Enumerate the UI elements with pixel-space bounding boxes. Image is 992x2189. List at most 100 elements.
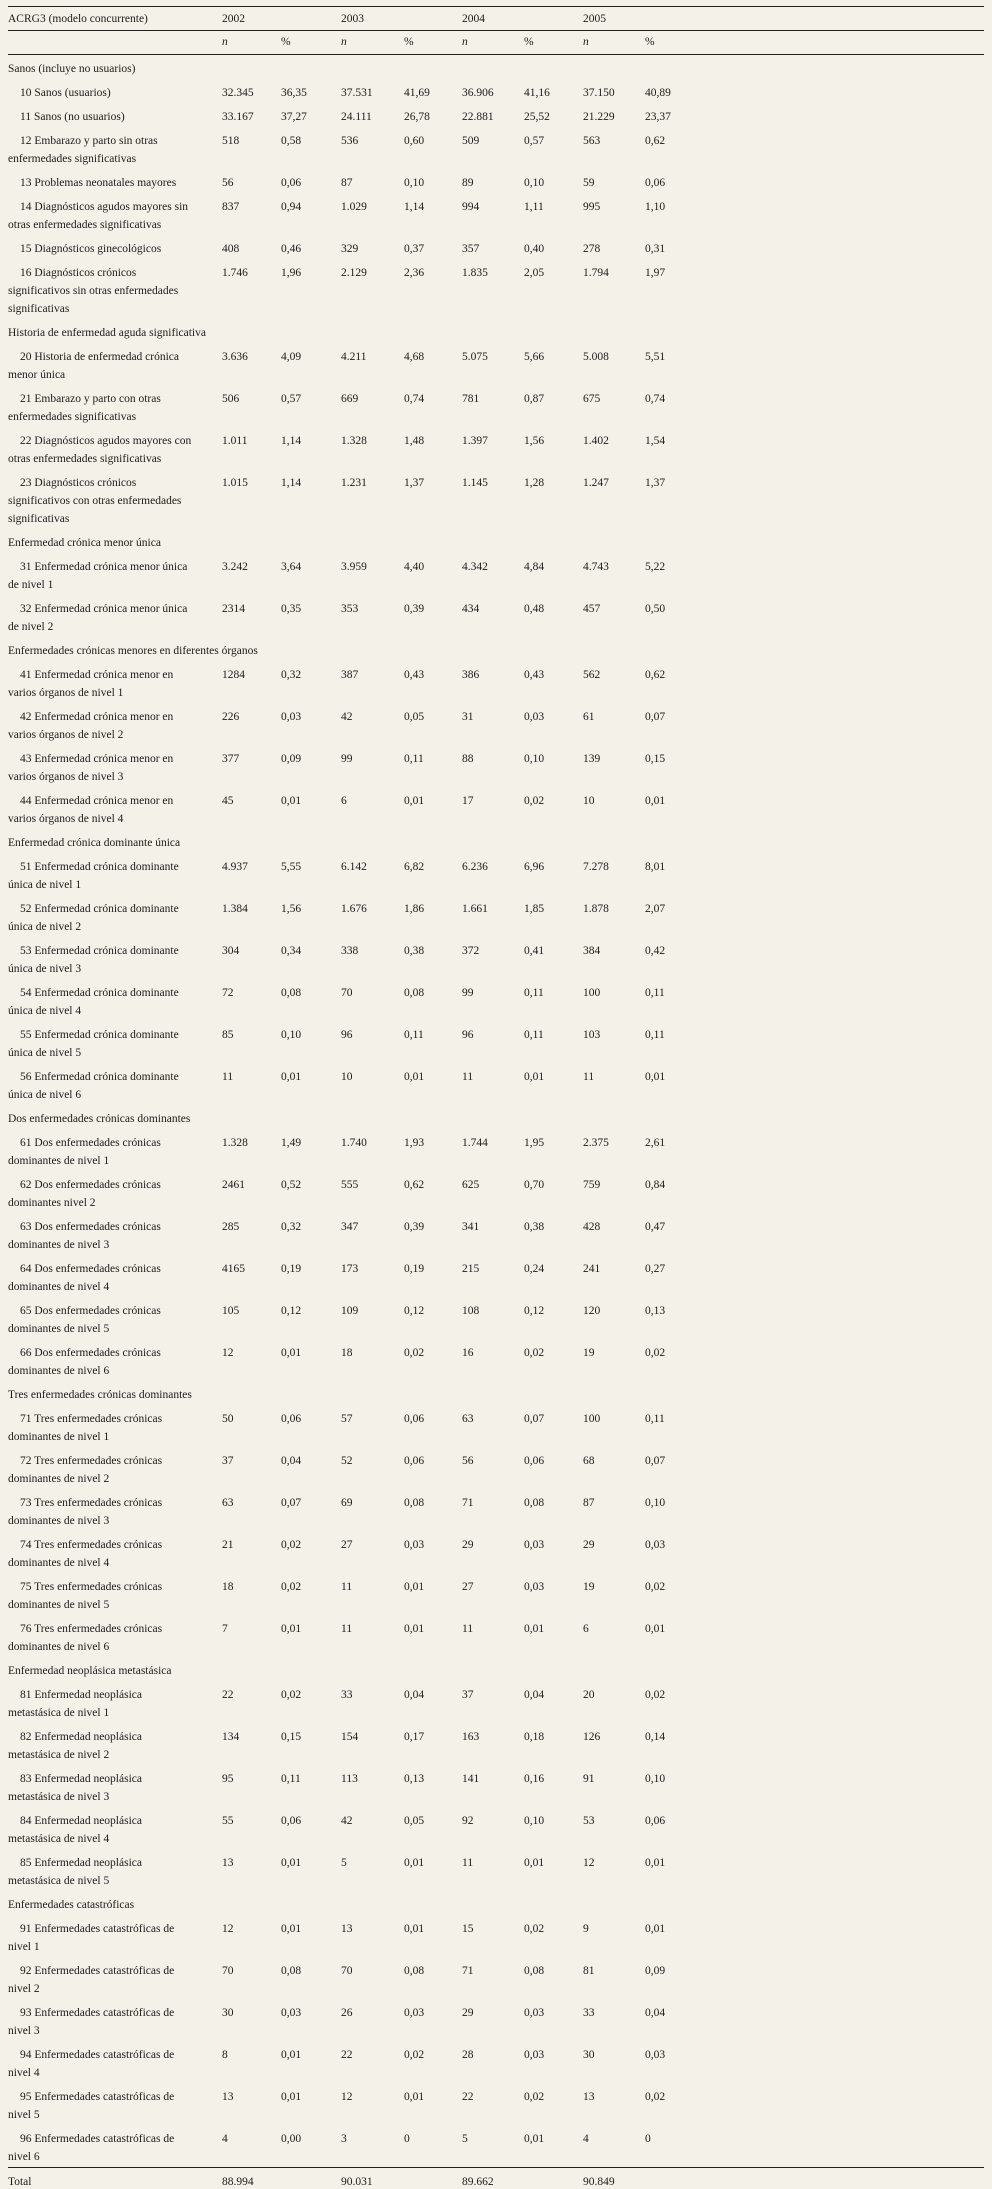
cell-value: 0,38	[404, 945, 425, 957]
row-label: 21 Embarazo y parto con otras enfermedad…	[8, 393, 161, 423]
cell-value: 6	[583, 1623, 589, 1635]
cell-value: 0,42	[645, 945, 666, 957]
cell-value: 0	[404, 2133, 410, 2145]
cell-value: 1.015	[222, 477, 248, 489]
cell-value: 0,35	[281, 603, 302, 615]
table-row: 14 Diagnósticos agudos mayores sin otras…	[8, 193, 984, 235]
subheader-n: n	[222, 30, 281, 55]
section-row: Enfermedad crónica menor única	[8, 529, 984, 553]
cell-value: 56	[462, 1455, 474, 1467]
cell-value: 0,03	[281, 711, 302, 723]
cell-value: 0,01	[281, 1923, 302, 1935]
section-row: Tres enfermedades crónicas dominantes	[8, 1381, 984, 1405]
cell-value: 675	[583, 393, 601, 405]
filler-cell	[703, 937, 984, 979]
cell-value: 18	[222, 1581, 234, 1593]
cell-value: 0,34	[281, 945, 302, 957]
filler-cell	[703, 1615, 984, 1657]
cell-value: 90.031	[341, 2167, 404, 2189]
cell-value: 5	[341, 1857, 347, 1869]
cell-value: 387	[341, 669, 359, 681]
cell-value: 0,01	[524, 1071, 545, 1083]
row-label: 81 Enfermedad neoplásica metastásica de …	[8, 1689, 142, 1719]
subheader-percent: %	[281, 30, 341, 55]
table-row: 12 Embarazo y parto sin otras enfermedad…	[8, 127, 984, 169]
cell-value: 0,39	[404, 1221, 425, 1233]
cell-value: 89.662	[462, 2167, 524, 2189]
cell-value: 0,06	[524, 1455, 545, 1467]
table-row: 65 Dos enfermedades crónicas dominantes …	[8, 1297, 984, 1339]
cell-value: 6.142	[341, 861, 367, 873]
row-label: 62 Dos enfermedades crónicas dominantes …	[8, 1179, 161, 1209]
table-row: 73 Tres enfermedades crónicas dominantes…	[8, 1489, 984, 1531]
filler-cell	[703, 703, 984, 745]
row-label: 91 Enfermedades catastróficas de nivel 1	[8, 1923, 175, 1953]
cell-value: 42	[341, 711, 353, 723]
cell-value: 0,70	[524, 1179, 545, 1191]
cell-value: 0,13	[404, 1773, 425, 1785]
cell-value: 11	[341, 1623, 353, 1635]
cell-value: 2,61	[645, 1137, 666, 1149]
cell-value: 0,11	[645, 1413, 665, 1425]
filler-cell	[703, 1255, 984, 1297]
cell-value: 0,01	[281, 1347, 302, 1359]
cell-value: 11	[462, 1857, 474, 1869]
cell-value: 0,32	[281, 1221, 302, 1233]
cell-value: 5,22	[645, 561, 666, 573]
filler-cell	[703, 127, 984, 169]
filler-cell	[703, 1765, 984, 1807]
cell-value: 0,62	[404, 1179, 425, 1191]
filler-cell	[703, 1405, 984, 1447]
table-row: 41 Enfermedad crónica menor en varios ór…	[8, 661, 984, 703]
cell-value: 15	[462, 1923, 474, 1935]
cell-value: 36.906	[462, 87, 494, 99]
cell-value: 377	[222, 753, 240, 765]
cell-value: 0,14	[645, 1731, 666, 1743]
cell-value: 0,19	[404, 1263, 425, 1275]
filler-cell	[703, 259, 984, 319]
cell-value: 13	[222, 1857, 234, 1869]
cell-value: 11	[462, 1071, 474, 1083]
year-header-row: ACRG3 (modelo concurrente) 2002 2003 200…	[8, 6, 984, 31]
cell-value: 759	[583, 1179, 601, 1191]
cell-value: 0,04	[404, 1689, 425, 1701]
cell-value: 518	[222, 135, 240, 147]
row-label: 71 Tres enfermedades crónicas dominantes…	[8, 1413, 163, 1443]
cell-value: 0,08	[281, 1965, 302, 1977]
cell-value: 13	[341, 1923, 353, 1935]
cell-value: 33	[583, 2007, 595, 2019]
cell-value: 0,03	[524, 1581, 545, 1593]
year-header-2005: 2005	[583, 6, 703, 31]
section-row: Enfermedad neoplásica metastásica	[8, 1657, 984, 1681]
cell-value: 1.661	[462, 903, 488, 915]
table-row: 22 Diagnósticos agudos mayores con otras…	[8, 427, 984, 469]
filler-cell	[703, 1063, 984, 1105]
cell-value: 87	[583, 1497, 595, 1509]
cell-value: 0,17	[404, 1731, 425, 1743]
cell-value: 0,02	[524, 1347, 545, 1359]
row-label: 55 Enfermedad crónica dominante única de…	[8, 1029, 179, 1059]
cell-value: 28	[462, 2049, 474, 2061]
cell-value: 30	[222, 2007, 234, 2019]
row-label: Enfermedades crónicas menores en diferen…	[8, 645, 258, 657]
cell-value: 0,11	[404, 753, 424, 765]
cell-value: 32.345	[222, 87, 254, 99]
cell-value	[645, 2167, 703, 2189]
cell-value: 1,28	[524, 477, 545, 489]
row-label: 92 Enfermedades catastróficas de nivel 2	[8, 1965, 175, 1995]
cell-value: 0,09	[645, 1965, 666, 1977]
cell-value	[281, 2167, 341, 2189]
row-label: 53 Enfermedad crónica dominante única de…	[8, 945, 179, 975]
row-label: 84 Enfermedad neoplásica metastásica de …	[8, 1815, 142, 1845]
cell-value: 27	[462, 1581, 474, 1593]
row-label: Historia de enfermedad aguda significati…	[8, 327, 206, 339]
cell-value: 95	[222, 1773, 234, 1785]
cell-value: 103	[583, 1029, 601, 1041]
row-label: 75 Tres enfermedades crónicas dominantes…	[8, 1581, 163, 1611]
cell-value: 1.744	[462, 1137, 488, 1149]
row-label: 22 Diagnósticos agudos mayores con otras…	[8, 435, 192, 465]
cell-value: 10	[583, 795, 595, 807]
cell-value: 372	[462, 945, 480, 957]
cell-value: 37.150	[583, 87, 615, 99]
row-label: 76 Tres enfermedades crónicas dominantes…	[8, 1623, 163, 1653]
